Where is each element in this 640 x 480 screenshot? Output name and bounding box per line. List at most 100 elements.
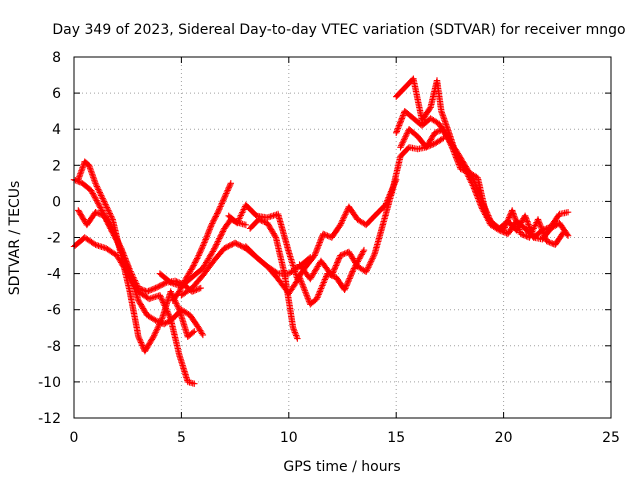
y-tick-label: 6 <box>52 86 61 102</box>
x-axis-label: GPS time / hours <box>283 459 400 475</box>
y-tick-label: -6 <box>47 303 61 319</box>
marker-segment <box>195 239 208 259</box>
data-point <box>197 284 204 292</box>
marker-segment <box>311 232 326 259</box>
data-point <box>191 380 198 387</box>
marker-segment <box>274 275 291 296</box>
marker-segment <box>210 246 227 265</box>
marker-segment <box>100 212 113 231</box>
x-tick-label: 25 <box>602 430 620 446</box>
marker-segment <box>431 135 446 147</box>
y-tick-label: -4 <box>47 267 61 283</box>
x-tick-label: 5 <box>177 430 186 446</box>
marker-segment <box>178 285 194 299</box>
series-track-2 <box>75 158 198 355</box>
marker-segment <box>552 230 567 248</box>
marker-segment <box>397 127 412 151</box>
marker-segment <box>453 147 468 168</box>
marker-segment <box>362 213 377 229</box>
marker-segment <box>135 297 150 317</box>
marker-segment <box>438 108 451 131</box>
marker-segment <box>474 174 490 218</box>
data-point <box>242 221 250 229</box>
marker-segment <box>272 234 288 276</box>
marker-segment <box>448 144 464 171</box>
marker-segment <box>156 292 174 321</box>
marker-segment <box>210 226 227 254</box>
marker-segment <box>188 273 205 292</box>
marker-segment <box>328 222 343 241</box>
data-point <box>199 331 207 339</box>
marker-segment <box>100 198 116 222</box>
marker-segment <box>354 263 368 275</box>
grid <box>74 57 611 418</box>
marker-segment <box>440 126 455 149</box>
marker-segment <box>307 259 324 283</box>
data-point <box>564 209 572 216</box>
marker-segment <box>517 230 532 241</box>
marker-segment <box>81 158 92 168</box>
marker-segment <box>103 245 119 258</box>
y-tick-label: 8 <box>52 50 61 66</box>
series-track-4 <box>75 207 207 339</box>
marker-segment <box>178 306 192 318</box>
marker-segment <box>380 190 395 227</box>
marker-segment <box>83 210 98 229</box>
marker-segment <box>405 126 420 139</box>
x-tick-label: 15 <box>387 430 405 446</box>
y-tick-label: 4 <box>52 122 61 138</box>
series-track-11 <box>296 135 447 283</box>
marker-segment <box>457 165 471 176</box>
y-tick-label: -2 <box>47 231 61 247</box>
x-tick-label: 0 <box>70 430 79 446</box>
marker-segment <box>320 230 334 241</box>
series-track-8 <box>225 176 400 283</box>
series-track-13 <box>393 108 572 241</box>
series-track-12 <box>393 75 572 243</box>
y-tick-label: -12 <box>38 411 61 427</box>
marker-segment <box>152 280 169 292</box>
marker-segment <box>345 203 360 222</box>
marker-segment <box>234 203 249 227</box>
marker-segment <box>393 85 407 100</box>
marker-segment <box>466 169 480 181</box>
marker-segment <box>289 324 300 341</box>
data-point <box>294 335 301 342</box>
marker-segment <box>302 253 317 270</box>
marker-segment <box>410 75 425 122</box>
marker-segment <box>264 211 280 221</box>
chart-title: Day 349 of 2023, Sidereal Day-to-day VTE… <box>52 22 625 38</box>
marker-segment <box>341 268 356 293</box>
data-point <box>227 180 235 187</box>
data-markers <box>70 75 572 387</box>
marker-segment <box>296 274 313 306</box>
marker-segment <box>543 237 557 248</box>
marker-segment <box>433 77 445 113</box>
marker-segment <box>92 180 107 204</box>
marker-segment <box>199 248 216 272</box>
series-track-14 <box>397 126 567 248</box>
marker-segment <box>255 216 270 226</box>
marker-segment <box>221 181 234 201</box>
marker-segment <box>393 109 408 136</box>
marker-segment <box>79 180 94 193</box>
marker-segment <box>81 234 98 247</box>
marker-segment <box>337 249 351 259</box>
series-track-9 <box>246 216 301 342</box>
marker-segment <box>313 271 330 303</box>
marker-segment <box>141 334 156 355</box>
marker-segment <box>483 212 498 229</box>
marker-segment <box>199 259 216 279</box>
marker-segment <box>188 253 202 272</box>
marker-segment <box>534 216 550 243</box>
marker-segment <box>176 351 191 384</box>
marker-segment <box>509 207 524 236</box>
marker-segment <box>107 225 120 243</box>
marker-segment <box>169 289 182 304</box>
marker-segment <box>113 237 126 258</box>
y-tick-label: -8 <box>47 339 61 355</box>
marker-segment <box>214 196 227 216</box>
series-track-10 <box>242 243 368 308</box>
marker-segment <box>126 288 142 339</box>
marker-segment <box>75 207 90 227</box>
